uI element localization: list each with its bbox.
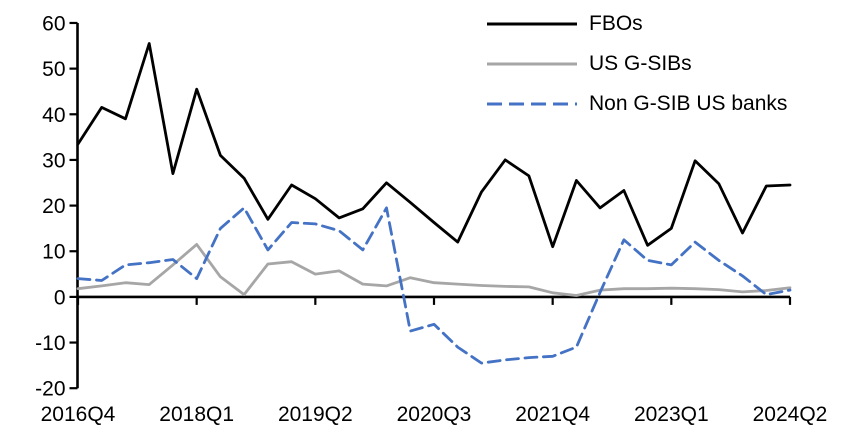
x-tick-label: 2019Q2 — [278, 403, 353, 426]
legend-item-fbos: FBOs — [487, 12, 643, 36]
legend-line-fbos-icon — [487, 22, 577, 26]
y-tick-label: -10 — [35, 332, 65, 355]
y-tick-label: 0 — [54, 286, 66, 309]
y-tick-label: 60 — [42, 12, 65, 35]
legend-line-non-gsib-icon — [487, 102, 577, 106]
y-tick-label: 40 — [42, 104, 65, 127]
y-tick-label: 20 — [42, 195, 65, 218]
x-tick-label: 2023Q1 — [634, 403, 709, 426]
series-line-fbos — [76, 42, 792, 249]
y-tick-label: 10 — [42, 241, 65, 264]
legend-item-non-gsib: Non G-SIB US banks — [487, 92, 787, 116]
legend-line-us-gsibs-icon — [487, 62, 577, 66]
y-tick-label: 50 — [42, 58, 65, 81]
series-line-non-g-sib-us-banks — [76, 206, 792, 365]
x-tick-label: 2024Q2 — [753, 403, 828, 426]
x-tick-label: 2018Q1 — [159, 403, 234, 426]
legend-label-fbos: FBOs — [589, 12, 643, 35]
y-tick-label: -20 — [35, 378, 65, 401]
x-tick-label: 2016Q4 — [41, 403, 116, 426]
legend-label-us-gsibs: US G-SIBs — [589, 52, 692, 75]
y-tick-label: 30 — [42, 149, 65, 172]
x-tick-label: 2020Q3 — [397, 403, 472, 426]
legend-label-non-gsib: Non G-SIB US banks — [589, 92, 788, 115]
x-tick-label: 2021Q4 — [515, 403, 590, 426]
series-line-us-g-sibs — [76, 242, 792, 297]
legend-item-us-gsibs: US G-SIBs — [487, 52, 692, 76]
